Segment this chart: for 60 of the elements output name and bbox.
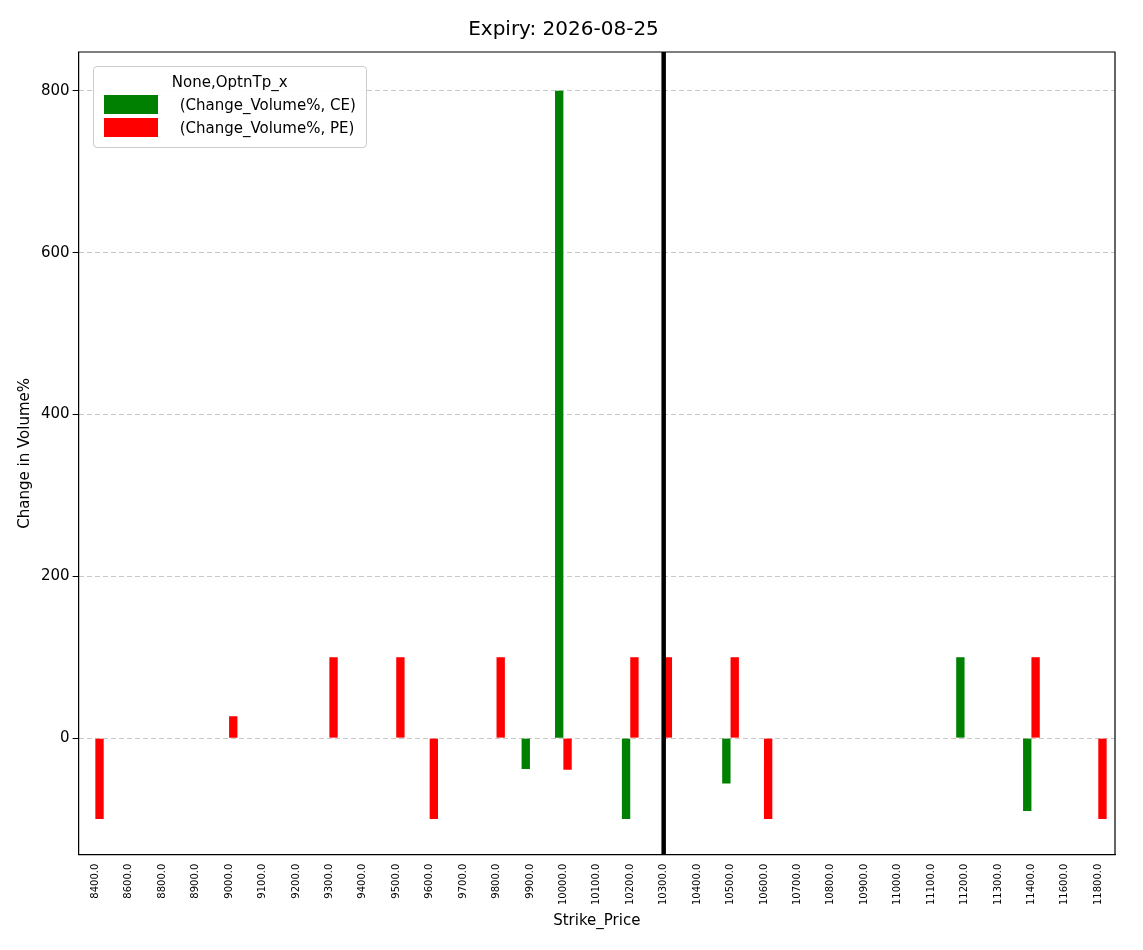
y-tick-label: 800: [40, 80, 70, 99]
bar: [329, 657, 338, 738]
x-tick-label: 10900.0: [857, 863, 869, 906]
x-tick-label: 9100.0: [256, 863, 268, 899]
y-tick-label: 0: [60, 728, 70, 747]
x-tick-label: 11600.0: [1058, 863, 1070, 906]
x-tick-label: 10700.0: [791, 863, 802, 906]
x-tick-label: 10400.0: [690, 863, 702, 906]
x-tick-label: 10000.0: [556, 863, 568, 906]
bar: [1031, 657, 1040, 738]
x-tick-label: 11200.0: [958, 863, 970, 906]
legend-title: None,OptnTp_x: [170, 73, 289, 91]
bar: [956, 657, 965, 738]
bar: [229, 716, 238, 738]
x-tick-label: 10100.0: [590, 863, 602, 906]
legend-label: (Change_Volume%, CE): [179, 95, 356, 114]
bar: [95, 738, 104, 820]
x-tick-label: 11100.0: [924, 863, 936, 906]
bar: [555, 90, 564, 738]
x-tick-label: 9800.0: [490, 863, 502, 899]
x-tick-label: 8400.0: [88, 863, 100, 899]
x-tick-label: 10200.0: [623, 863, 635, 906]
x-tick-label: 8600.0: [122, 863, 134, 899]
x-tick-label: 10600.0: [757, 863, 769, 906]
x-tick-label: 9700.0: [456, 863, 468, 899]
x-tick-label: 9200.0: [289, 863, 301, 899]
chart-title: Expiry: 2026-08-25: [468, 16, 659, 41]
x-axis-title: Strike_Price: [553, 910, 641, 930]
x-tick-label: 9300.0: [322, 863, 334, 899]
bar: [722, 738, 731, 784]
bar: [396, 657, 405, 738]
bar: [563, 738, 572, 770]
y-tick-label: 400: [40, 404, 70, 423]
x-tick-label: 9600.0: [423, 863, 435, 899]
x-tick-label: 11400.0: [1025, 863, 1037, 906]
x-tick-label: 9900.0: [523, 863, 535, 899]
bar: [621, 738, 631, 820]
y-tick-label: 200: [40, 566, 70, 585]
bar: [730, 657, 739, 738]
bar: [1023, 738, 1032, 811]
x-tick-label: 10800.0: [824, 863, 836, 906]
bar: [496, 657, 505, 738]
x-tick-label: 11800.0: [1091, 863, 1103, 906]
x-tick-label: 8900.0: [189, 863, 201, 899]
x-tick-label: 11300.0: [991, 863, 1003, 906]
x-tick-label: 9500.0: [389, 863, 401, 899]
x-tick-label: 8800.0: [155, 863, 167, 899]
bar: [429, 738, 439, 820]
legend-label: (Change_Volume%, PE): [179, 118, 355, 137]
x-tick-label: 11000.0: [891, 863, 903, 906]
bar: [630, 657, 639, 738]
bar: [1098, 738, 1107, 820]
x-tick-label: 9000.0: [222, 863, 234, 899]
x-tick-label: 9400.0: [356, 863, 368, 899]
x-tick-label: 10300.0: [657, 863, 669, 906]
y-tick-label: 600: [40, 242, 70, 261]
bar: [521, 738, 530, 769]
bar: [763, 738, 773, 820]
y-axis-title: Change in Volume%: [14, 377, 33, 529]
x-tick-label: 10500.0: [724, 863, 736, 906]
